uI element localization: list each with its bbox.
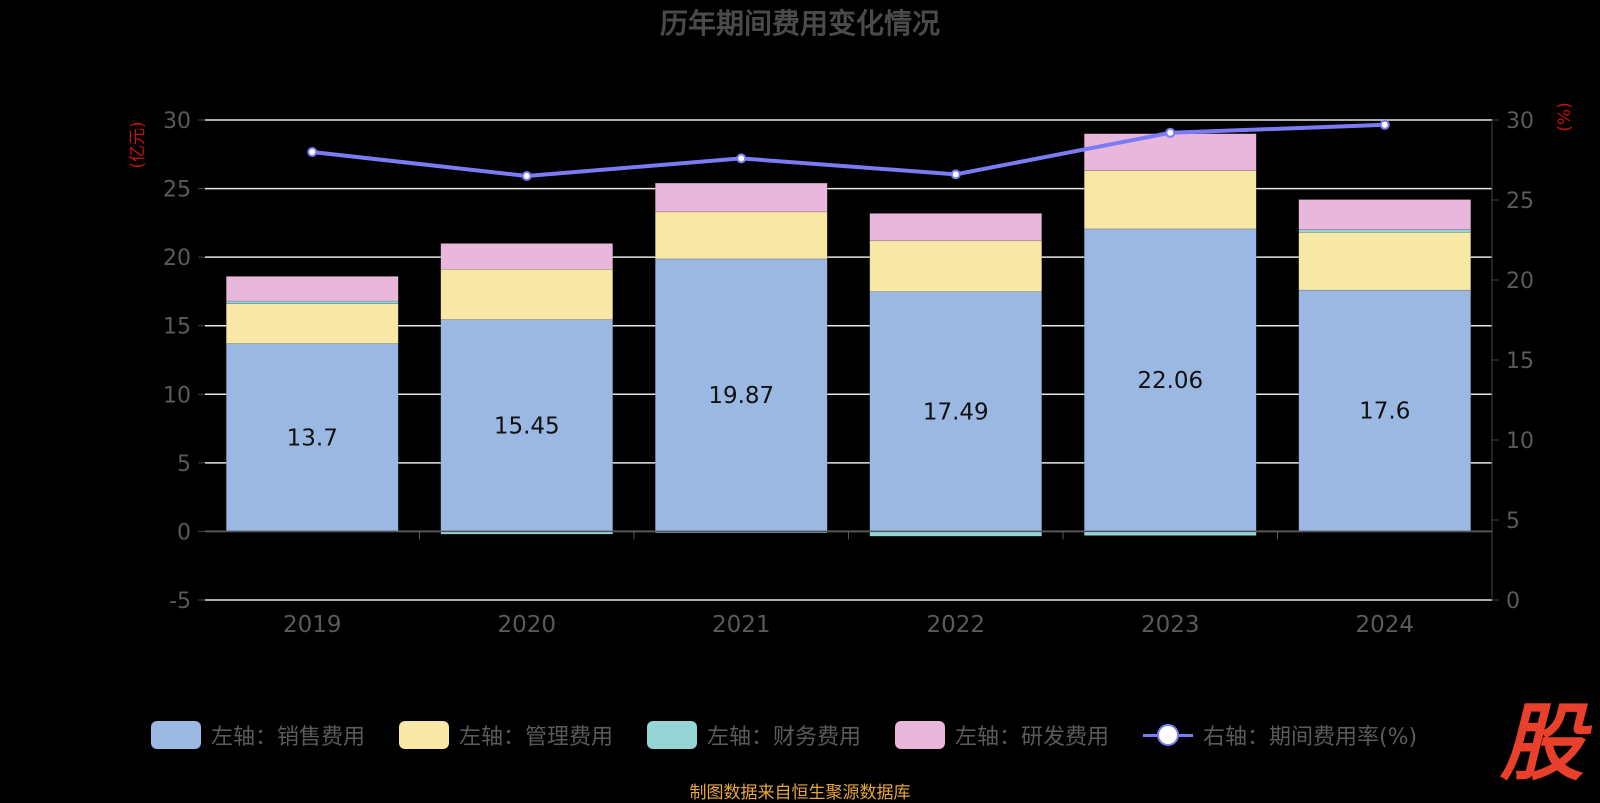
legend-item-sales[interactable]: 左轴：销售费用	[151, 715, 365, 755]
legend-swatch-sales	[151, 721, 201, 749]
bar-value-label: 19.87	[708, 383, 774, 409]
legend-item-admin[interactable]: 左轴：管理费用	[399, 715, 613, 755]
bar-2019-s2[interactable]	[226, 300, 399, 305]
rate-point-2021[interactable]	[736, 153, 747, 164]
left-tick-label: 10	[163, 383, 191, 408]
legend-swatch-finance	[647, 721, 697, 749]
left-axis-unit: (亿元)	[128, 121, 148, 168]
legend-item-rate[interactable]: 右轴：期间费用率(%)	[1143, 715, 1417, 755]
bar-value-label: 22.06	[1137, 368, 1203, 394]
bar-value-label: 17.49	[923, 399, 989, 425]
bar-series	[226, 133, 1471, 537]
legend-swatch-rd	[895, 721, 945, 749]
left-tick-label: -5	[169, 589, 191, 614]
left-tick-label: 30	[163, 109, 191, 134]
right-tick-label: 25	[1506, 189, 1534, 214]
bar-2020-s3[interactable]	[440, 243, 613, 270]
left-tick-label: 5	[177, 452, 191, 477]
bar-value-label: 17.6	[1359, 399, 1410, 425]
chart: 历年期间费用变化情况 -5 0 5 10 15 20 25 30 0 5 10 15 20 25 30 (…	[128, 7, 1575, 638]
bar-2023-s1[interactable]	[1084, 170, 1257, 230]
x-tick-label: 2024	[1355, 612, 1414, 638]
right-axis-unit: (%)	[1555, 102, 1575, 131]
bar-2021-s1[interactable]	[655, 211, 828, 260]
right-tick-label: 20	[1506, 269, 1534, 294]
bar-2024-s2[interactable]	[1298, 229, 1471, 233]
source-footer: 制图数据来自恒生聚源数据库	[689, 783, 911, 803]
left-tick-label: 20	[163, 246, 191, 271]
x-tick-label: 2020	[497, 612, 556, 638]
expense-rate-line	[307, 119, 1390, 181]
rate-line	[312, 122, 1385, 179]
legend-label-rd: 左轴：研发费用	[955, 725, 1110, 750]
rate-point-2019[interactable]	[307, 147, 318, 157]
right-tick-label: 30	[1506, 109, 1534, 134]
bar-value-label: 15.45	[494, 413, 560, 439]
bar-2020-s1[interactable]	[440, 269, 613, 320]
legend-swatch-admin	[399, 721, 449, 749]
right-tick-label: 0	[1506, 589, 1520, 614]
bar-value-labels: 13.7 15.45 19.87 17.49 22.06 17.6	[287, 368, 1411, 451]
legend-label-admin: 左轴：管理费用	[459, 725, 614, 750]
chart-title: 历年期间费用变化情况	[660, 7, 940, 40]
rate-point-2020[interactable]	[521, 171, 532, 181]
right-tick-label: 5	[1506, 509, 1520, 534]
legend-line-marker-icon	[1143, 721, 1193, 749]
bar-2021-s3[interactable]	[655, 182, 828, 213]
bar-2024-s1[interactable]	[1298, 232, 1471, 291]
bar-2024-s0[interactable]	[1298, 289, 1471, 532]
bar-value-label: 13.7	[287, 425, 338, 451]
bar-2019-s1[interactable]	[226, 303, 399, 344]
bar-2019-s0[interactable]	[226, 343, 399, 532]
right-tick-label: 15	[1506, 349, 1534, 374]
legend-label-sales: 左轴：销售费用	[211, 725, 366, 750]
bar-2022-s3[interactable]	[869, 213, 1042, 242]
x-tick-label: 2023	[1141, 612, 1200, 638]
logo: 股	[1499, 694, 1584, 792]
left-tick-label: 15	[163, 315, 191, 340]
bar-2021-s0[interactable]	[655, 258, 828, 532]
left-tick-label: 0	[177, 520, 191, 545]
bar-2024-s3[interactable]	[1298, 199, 1471, 230]
bar-2023-s3[interactable]	[1084, 133, 1257, 171]
rate-point-2022[interactable]	[950, 169, 961, 180]
legend-label-rate: 右轴：期间费用率(%)	[1203, 725, 1418, 750]
x-tick-label: 2019	[283, 612, 342, 638]
legend: 左轴：销售费用 左轴：管理费用 左轴：财务费用 左轴：研发费用 右轴：期间费用率…	[0, 715, 1600, 755]
bar-2019-s3[interactable]	[226, 276, 399, 302]
x-axis: 2019 2020 2021 2022 2023 2024	[205, 530, 1492, 638]
x-tick-label: 2022	[926, 612, 985, 638]
left-axis-ticks: -5 0 5 10 15 20 25 30	[163, 109, 205, 614]
bar-2023-s0[interactable]	[1084, 228, 1257, 532]
left-tick-label: 25	[163, 178, 191, 203]
right-tick-label: 10	[1506, 429, 1534, 454]
bar-2022-s1[interactable]	[869, 240, 1042, 292]
x-tick-label: 2021	[712, 612, 771, 638]
bar-2020-s0[interactable]	[440, 319, 613, 532]
bar-2022-s0[interactable]	[869, 291, 1042, 532]
right-axis-ticks: 0 5 10 15 20 25 30	[1491, 109, 1534, 614]
legend-item-finance[interactable]: 左轴：财务费用	[647, 715, 861, 755]
rate-point-2024[interactable]	[1379, 119, 1390, 130]
legend-item-rd[interactable]: 左轴：研发费用	[895, 715, 1109, 755]
rate-point-2023[interactable]	[1165, 127, 1176, 138]
legend-label-finance: 左轴：财务费用	[707, 725, 862, 750]
